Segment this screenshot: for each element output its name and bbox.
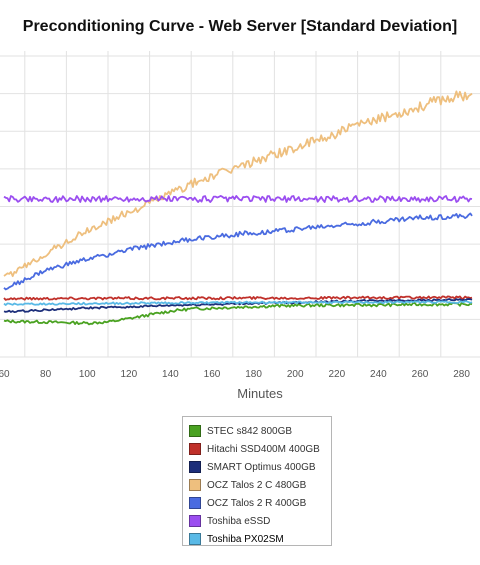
legend-item: Toshiba PX02SM — [189, 530, 331, 548]
x-tick-label: 60 — [0, 369, 10, 380]
x-axis-label: Minutes — [237, 386, 283, 401]
series-line-5 — [3, 212, 473, 291]
legend-label: OCZ Talos 2 R 400GB — [207, 497, 307, 509]
legend-item: SMART Optimus 400GB — [189, 458, 331, 476]
plot-area: 60 80 100 120 140 160 180 200 220 240 260 280 — [0, 51, 480, 380]
legend-item: Toshiba eSSD — [189, 512, 331, 530]
chart-title: Preconditioning Curve - Web Server [Stan… — [22, 18, 458, 35]
x-tick-label: 80 — [40, 369, 52, 380]
legend-swatch — [189, 425, 201, 437]
legend-label: Hitachi SSD400M 400GB — [207, 443, 320, 455]
x-tick-label: 100 — [79, 369, 96, 380]
legend-item: Hitachi SSD400M 400GB — [189, 440, 331, 458]
x-tick-label: 220 — [328, 369, 345, 380]
x-tick-label: 180 — [245, 369, 262, 380]
legend-item: OCZ Talos 2 C 480GB — [189, 476, 331, 494]
legend-label: SMART Optimus 400GB — [207, 461, 316, 473]
series-line-6 — [3, 194, 473, 204]
series-line-1 — [3, 301, 473, 326]
legend-swatch — [189, 443, 201, 455]
x-tick-label: 260 — [412, 369, 429, 380]
series-line-4 — [3, 90, 473, 278]
x-tick-label: 120 — [120, 369, 137, 380]
series-line-2 — [3, 295, 473, 301]
x-tick-label: 280 — [453, 369, 470, 380]
legend-swatch — [189, 497, 201, 509]
legend-swatch — [189, 533, 201, 545]
x-tick-label: 200 — [287, 369, 304, 380]
x-tick-label: 140 — [162, 369, 179, 380]
series-line-7 — [3, 300, 473, 306]
legend-item: STEC s842 800GB — [189, 422, 331, 440]
legend-label: Toshiba PX02SM — [207, 533, 284, 545]
legend-item: OCZ Talos 2 R 400GB — [189, 494, 331, 512]
legend-swatch — [189, 461, 201, 473]
x-tick-label: 160 — [204, 369, 221, 380]
legend: STEC s842 800GB Hitachi SSD400M 400GB SMAR… — [182, 416, 332, 546]
legend-label: STEC s842 800GB — [207, 425, 293, 437]
x-tick-label: 240 — [370, 369, 387, 380]
legend-label: Toshiba eSSD — [207, 515, 271, 527]
series-line-3 — [3, 298, 473, 314]
legend-swatch — [189, 479, 201, 491]
legend-swatch — [189, 515, 201, 527]
legend-label: OCZ Talos 2 C 480GB — [207, 479, 307, 491]
